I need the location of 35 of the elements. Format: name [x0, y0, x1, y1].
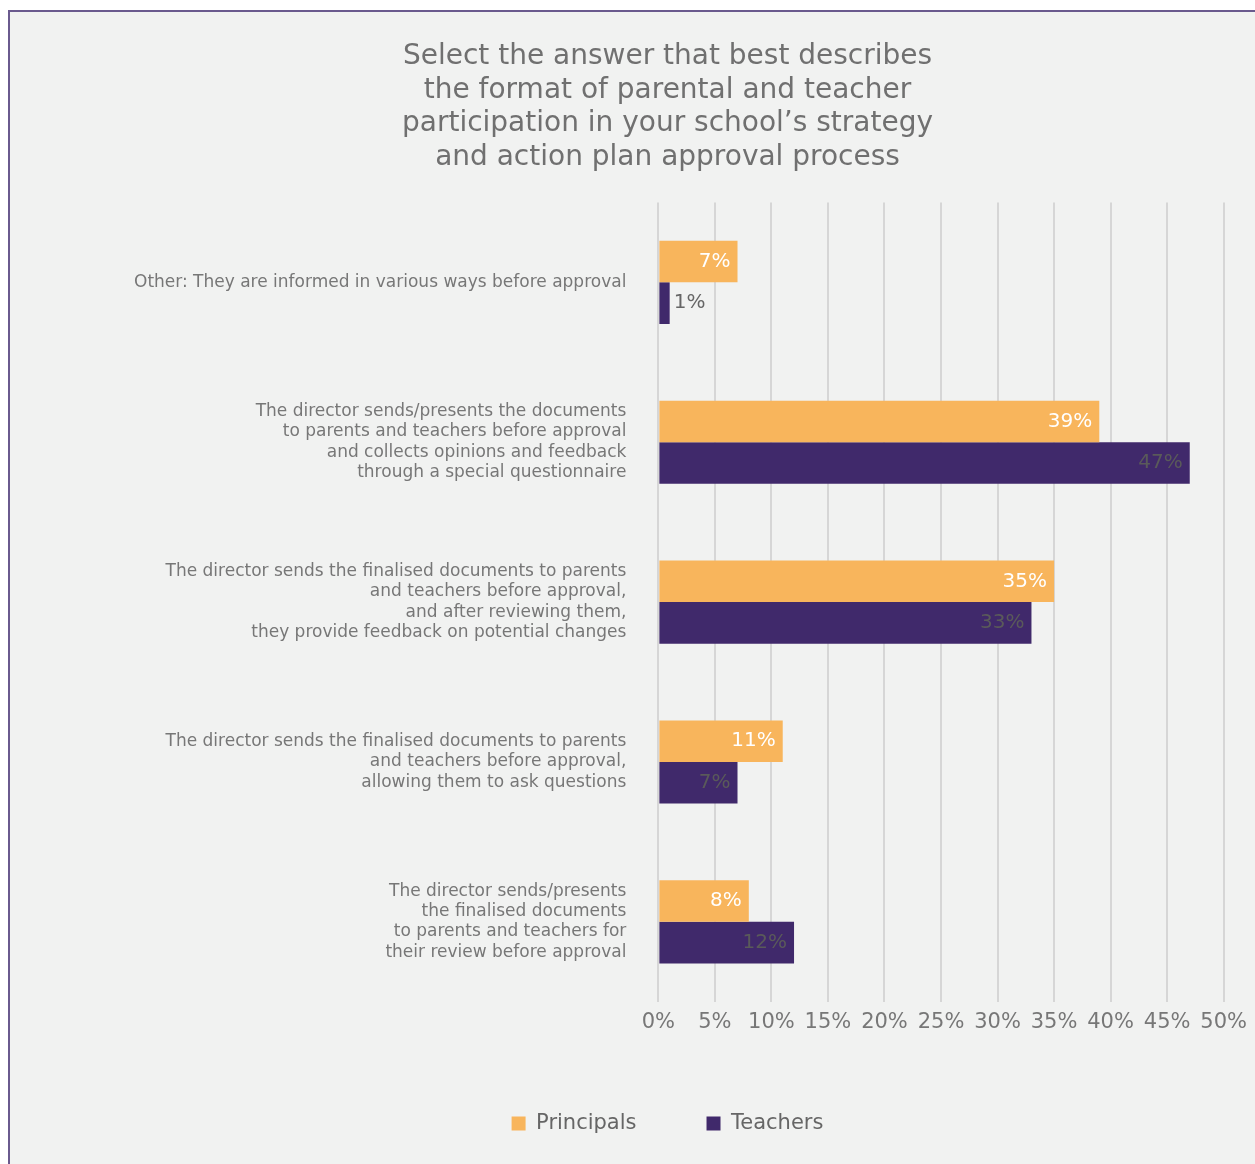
- data-label: 11%: [731, 727, 776, 752]
- data-label: 1%: [673, 289, 706, 314]
- bar: [659, 240, 738, 283]
- x-tick-label: 10%: [748, 1008, 795, 1033]
- data-label: 39%: [1047, 407, 1093, 432]
- y-tick-label: The director sends the finalised documents to parents and teachers before approval, allowing them to ask questions: [164, 730, 627, 791]
- legend-label: Teachers: [730, 1109, 824, 1134]
- bar: [659, 400, 1100, 443]
- data-label: 7%: [698, 247, 731, 272]
- y-tick-label: The director sends/presents the finalised documents to parents and teachers for their review before approval: [385, 879, 627, 961]
- x-tick-label: 0%: [641, 1008, 676, 1033]
- x-tick-label: 50%: [1200, 1008, 1248, 1033]
- x-tick-label: 15%: [804, 1008, 852, 1033]
- x-tick-label: 45%: [1143, 1008, 1191, 1033]
- bar: [659, 560, 1055, 603]
- bar: [659, 761, 738, 804]
- x-tick-label: 5%: [698, 1008, 732, 1033]
- bar: [659, 921, 795, 964]
- bar: [659, 880, 749, 922]
- bar: [659, 442, 1190, 484]
- chart-title: Select the answer that best describes the format of parental and teacher participation in your school’s strategy and action plan approval process: [401, 38, 934, 172]
- bar: [659, 282, 670, 324]
- x-tick-label: 40%: [1087, 1008, 1134, 1033]
- y-tick-label: The director sends/presents the documents to parents and teachers before approval and collects opinions and feedback through a special questionnaire: [254, 400, 627, 482]
- bar: [659, 602, 1032, 644]
- x-tick-label: 20%: [861, 1008, 908, 1033]
- x-tick-label: 30%: [974, 1008, 1021, 1033]
- bar: [659, 720, 783, 762]
- y-tick-label: The director sends the finalised documents to parents and teachers before approval, and after reviewing them, they provide feedback on potential changes: [164, 559, 627, 642]
- data-label: 8%: [710, 887, 742, 912]
- x-tick-label: 35%: [1030, 1008, 1078, 1033]
- legend-label: Principals: [536, 1109, 637, 1134]
- x-tick-label: 25%: [917, 1008, 965, 1033]
- data-label: 35%: [1002, 567, 1048, 592]
- y-tick-label: Other: They are informed in various ways before approval: [133, 270, 627, 291]
